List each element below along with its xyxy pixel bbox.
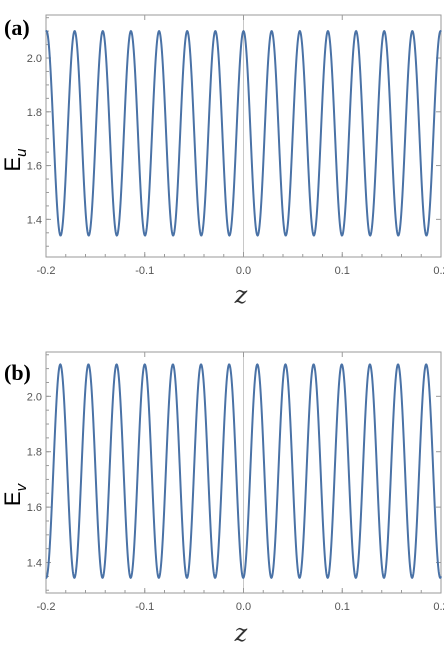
x-tick-label-a: 0.0 — [236, 265, 251, 277]
y-axis-title-main-a: E — [0, 157, 25, 172]
y-tick-label-b: 1.8 — [27, 447, 42, 459]
chart-panel-b: (b) Ev z -0.2 -0.1 0.0 0.1 0.2 1.4 1.6 1.8 2.0 — [0, 351, 444, 647]
series-line-a — [45, 29, 442, 237]
y-tick-label-b: 1.6 — [27, 502, 42, 514]
y-tick-label-b: 2.0 — [27, 391, 42, 403]
x-tick-label-b: 0.0 — [236, 601, 251, 613]
x-tick-label-a: 0.2 — [433, 265, 444, 277]
y-tick-label-a: 1.4 — [27, 214, 42, 226]
x-tick-label-a: -0.2 — [37, 265, 56, 277]
y-axis-title-sub-b: v — [13, 482, 30, 491]
y-tick-label-a: 1.8 — [27, 107, 42, 119]
y-axis-title-main-b: E — [0, 491, 25, 506]
chart-panel-a: (a) Eu z -0.2 -0.1 0.0 0.1 0.2 1.4 1.6 1.8 2.0 — [0, 14, 444, 309]
x-tick-label-b: 0.2 — [433, 601, 444, 613]
svg-text:Ev: Ev — [0, 482, 30, 506]
svg-text:Eu: Eu — [0, 148, 30, 172]
y-axis-title-b: Ev — [0, 482, 30, 506]
y-axis-title-sub-a: u — [13, 148, 30, 157]
series-line-b — [45, 363, 442, 579]
x-tick-label-a: 0.1 — [335, 265, 350, 277]
y-tick-label-a: 2.0 — [27, 53, 42, 65]
y-axis-title-a: Eu — [0, 148, 30, 172]
y-tick-label-b: 1.4 — [27, 558, 42, 570]
panel-label-b: (b) — [4, 360, 31, 385]
x-tick-label-b: -0.2 — [37, 601, 56, 613]
x-tick-label-b: 0.1 — [335, 601, 350, 613]
x-tick-label-b: -0.1 — [135, 601, 154, 613]
x-axis-title-a: z — [234, 281, 248, 309]
x-tick-label-a: -0.1 — [135, 265, 154, 277]
x-axis-title-b: z — [234, 619, 248, 647]
y-tick-label-a: 1.6 — [27, 161, 42, 173]
panel-label-a: (a) — [4, 15, 30, 40]
